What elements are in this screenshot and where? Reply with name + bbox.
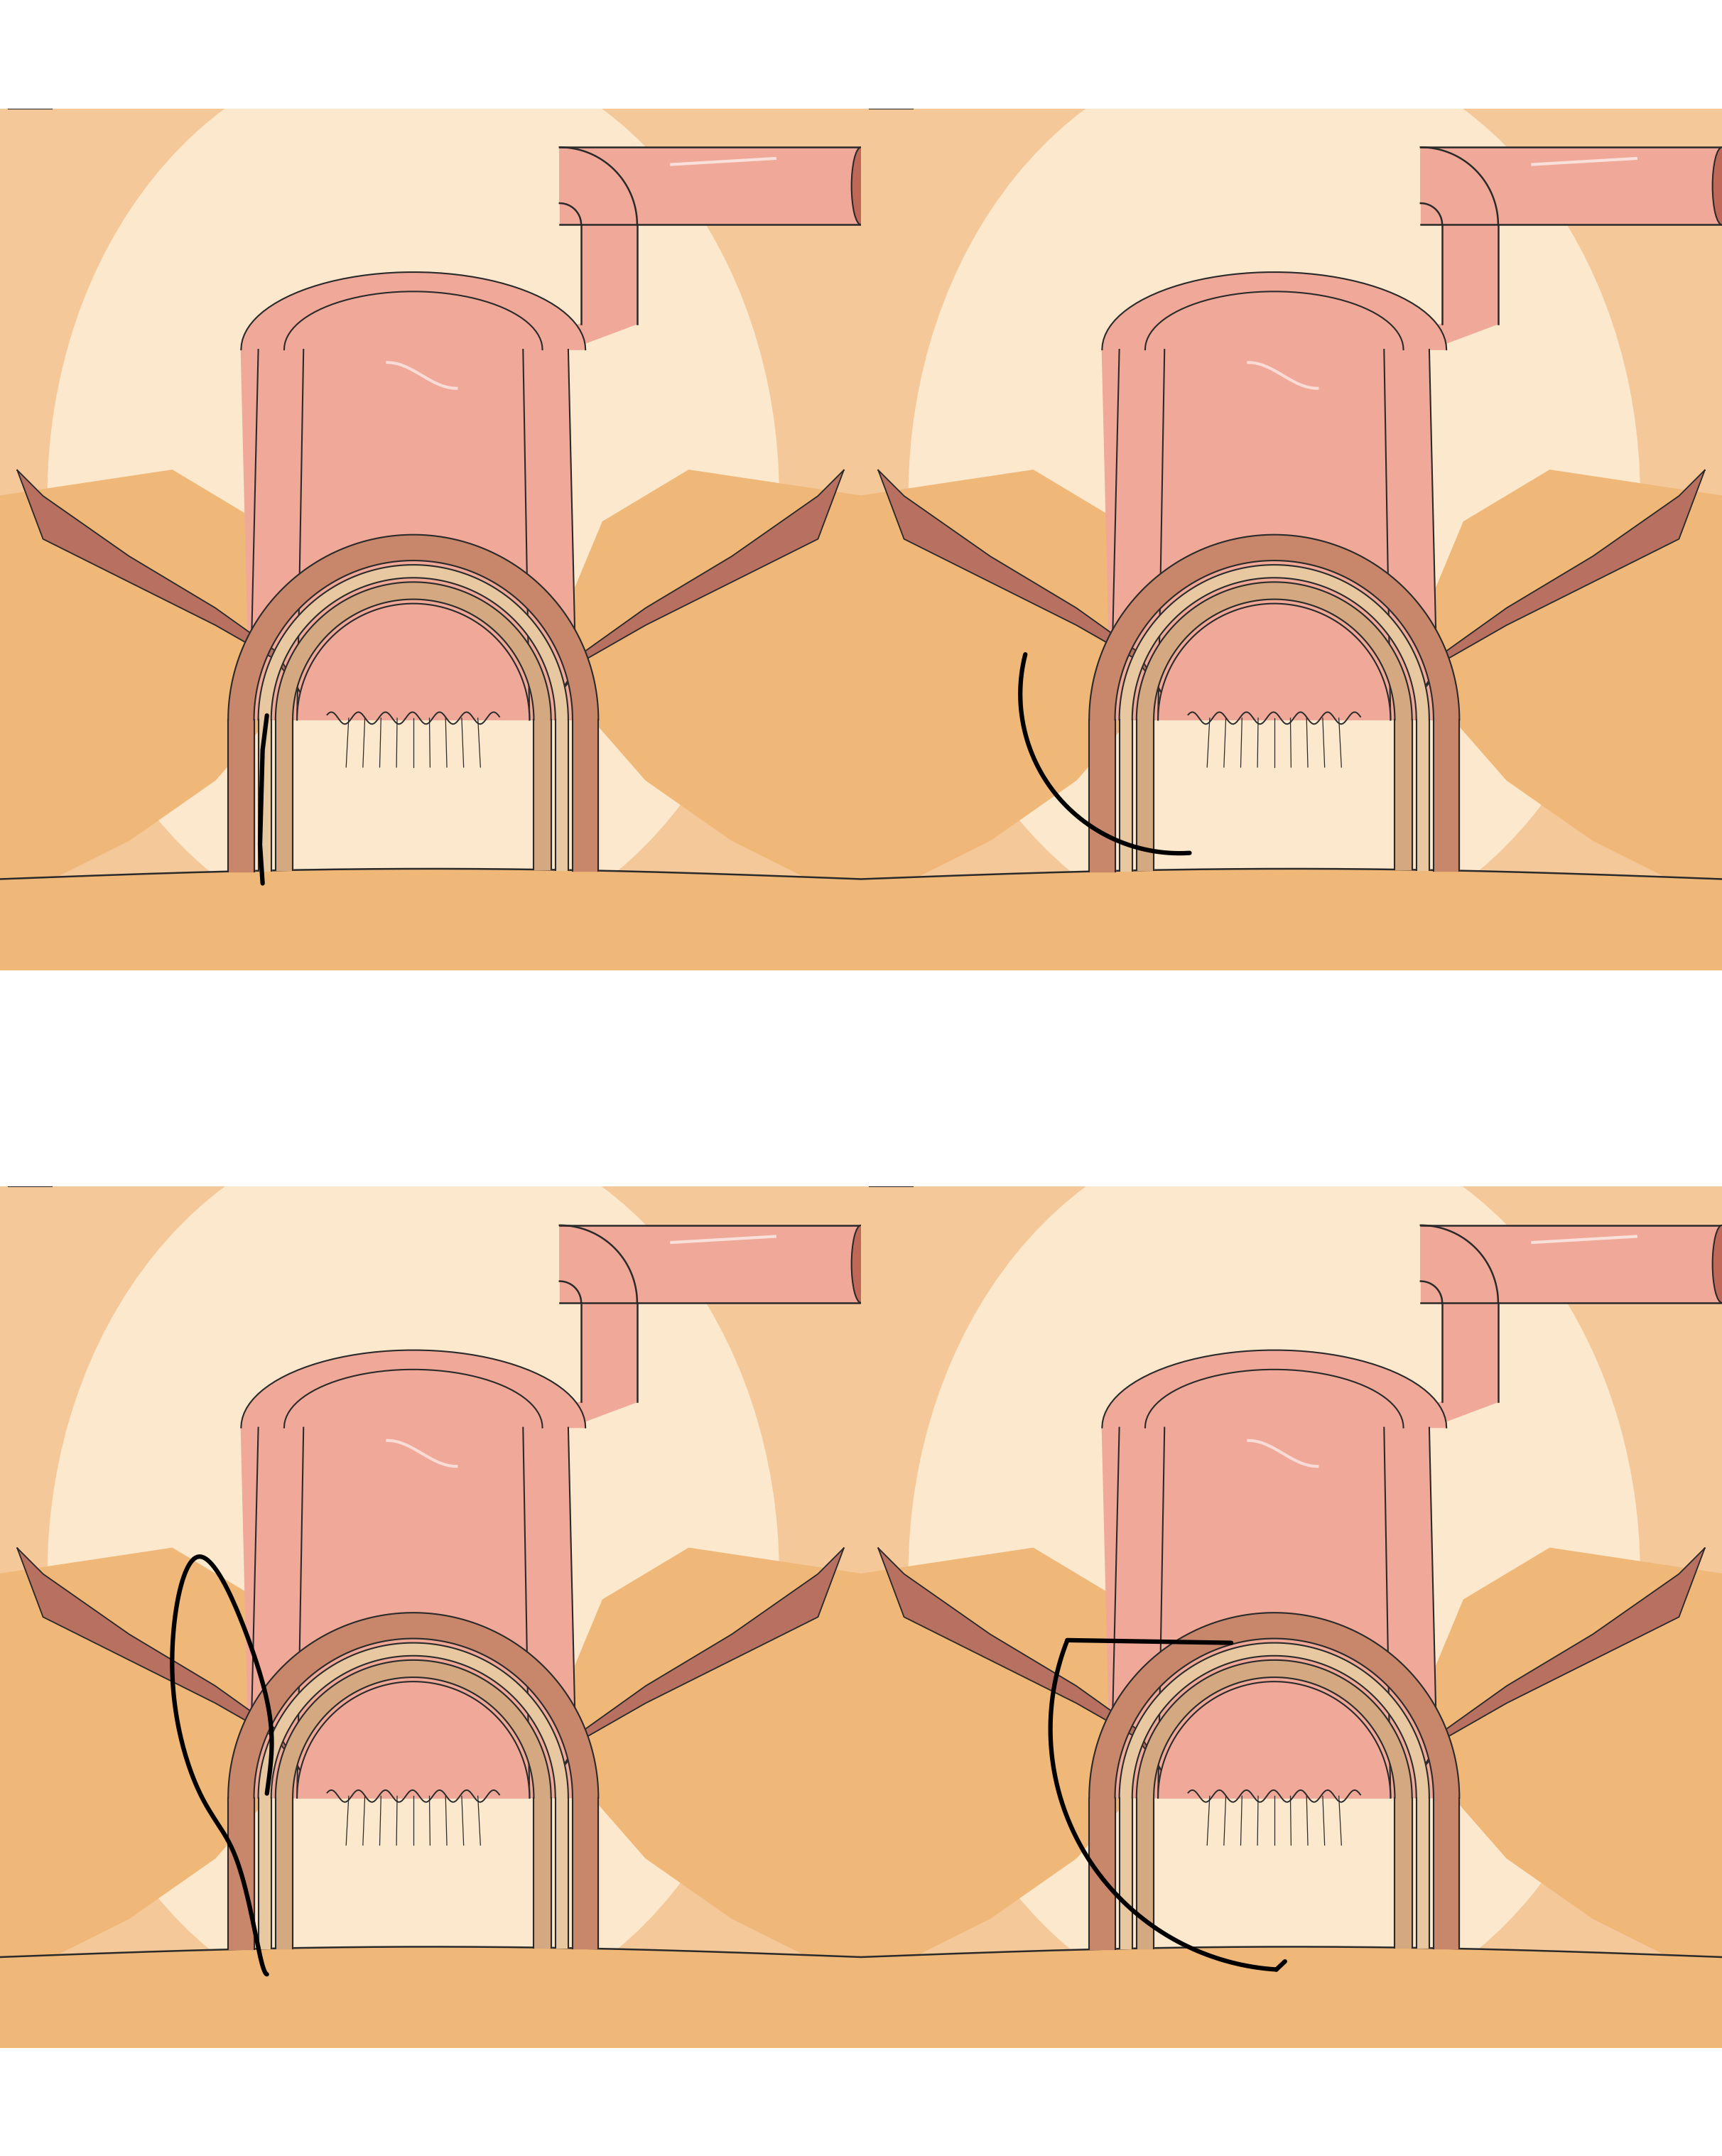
Polygon shape — [1395, 720, 1412, 869]
Polygon shape — [560, 147, 861, 224]
Polygon shape — [1090, 720, 1116, 871]
Polygon shape — [582, 224, 637, 323]
Polygon shape — [258, 720, 272, 871]
Ellipse shape — [1712, 1225, 1722, 1302]
Polygon shape — [296, 604, 530, 720]
Ellipse shape — [909, 1121, 1639, 2027]
Polygon shape — [534, 720, 551, 869]
Ellipse shape — [1712, 147, 1722, 224]
Polygon shape — [1102, 272, 1446, 720]
Ellipse shape — [46, 43, 780, 949]
Text: D: D — [1292, 1550, 1310, 1574]
Polygon shape — [1145, 291, 1403, 720]
Polygon shape — [1421, 147, 1498, 224]
Polygon shape — [284, 1369, 542, 1798]
Polygon shape — [1421, 470, 1705, 694]
Polygon shape — [554, 1798, 568, 1949]
Polygon shape — [276, 582, 551, 720]
Polygon shape — [1367, 323, 1498, 349]
Polygon shape — [861, 1548, 1162, 2048]
Polygon shape — [1137, 582, 1412, 720]
Polygon shape — [0, 1548, 301, 2048]
Ellipse shape — [851, 1225, 871, 1302]
Ellipse shape — [46, 1121, 780, 2027]
Polygon shape — [1443, 224, 1498, 323]
Polygon shape — [241, 272, 585, 720]
Polygon shape — [1090, 1798, 1116, 1949]
Polygon shape — [506, 323, 637, 349]
Polygon shape — [284, 291, 542, 720]
Polygon shape — [284, 1369, 542, 1798]
Polygon shape — [572, 1798, 599, 1949]
Polygon shape — [560, 1225, 637, 1302]
Polygon shape — [560, 470, 844, 694]
Polygon shape — [276, 1660, 551, 1798]
Polygon shape — [560, 1548, 861, 2048]
Polygon shape — [1421, 1548, 1722, 2048]
Text: C: C — [430, 1550, 448, 1574]
Polygon shape — [878, 470, 1162, 694]
Polygon shape — [296, 1682, 530, 1798]
Polygon shape — [276, 1798, 293, 1949]
Polygon shape — [1090, 535, 1460, 720]
Ellipse shape — [851, 147, 871, 224]
Polygon shape — [1119, 565, 1429, 720]
Polygon shape — [1145, 291, 1403, 720]
Polygon shape — [1119, 720, 1133, 871]
Polygon shape — [506, 1401, 637, 1427]
Polygon shape — [258, 1798, 272, 1949]
Polygon shape — [1421, 1225, 1722, 1302]
Polygon shape — [1119, 1798, 1133, 1949]
Polygon shape — [1157, 1682, 1391, 1798]
Polygon shape — [554, 720, 568, 871]
Text: A: A — [430, 472, 448, 496]
Polygon shape — [1421, 147, 1722, 224]
Polygon shape — [1367, 1401, 1498, 1427]
Polygon shape — [1137, 1660, 1412, 1798]
Polygon shape — [1421, 1225, 1498, 1302]
Polygon shape — [1433, 1798, 1460, 1949]
Polygon shape — [241, 1350, 585, 1798]
Polygon shape — [17, 470, 301, 694]
Polygon shape — [572, 720, 599, 871]
Polygon shape — [276, 720, 293, 871]
Polygon shape — [1102, 1350, 1446, 1798]
Polygon shape — [878, 1548, 1162, 1772]
Polygon shape — [1433, 720, 1460, 871]
Polygon shape — [1395, 1798, 1412, 1947]
Polygon shape — [284, 291, 542, 720]
Ellipse shape — [909, 43, 1639, 949]
Polygon shape — [258, 1643, 568, 1798]
Polygon shape — [227, 720, 255, 871]
Polygon shape — [1157, 604, 1391, 720]
Polygon shape — [560, 1225, 861, 1302]
Polygon shape — [227, 535, 599, 720]
Polygon shape — [560, 147, 637, 224]
Polygon shape — [560, 470, 861, 970]
Polygon shape — [1137, 1798, 1154, 1949]
Polygon shape — [1421, 1548, 1705, 1772]
Polygon shape — [17, 1548, 301, 1772]
Polygon shape — [1137, 720, 1154, 871]
Polygon shape — [258, 565, 568, 720]
Polygon shape — [534, 1798, 551, 1947]
Polygon shape — [227, 1613, 599, 1798]
Polygon shape — [1145, 1369, 1403, 1798]
Polygon shape — [0, 470, 301, 970]
Polygon shape — [1421, 470, 1722, 970]
Polygon shape — [582, 1302, 637, 1401]
Text: B: B — [1292, 472, 1309, 496]
Polygon shape — [1090, 1613, 1460, 1798]
Polygon shape — [861, 470, 1162, 970]
Polygon shape — [560, 1548, 844, 1772]
Polygon shape — [1119, 1643, 1429, 1798]
Polygon shape — [1145, 1369, 1403, 1798]
Polygon shape — [1443, 1302, 1498, 1401]
Polygon shape — [1415, 720, 1429, 871]
Polygon shape — [1415, 1798, 1429, 1949]
Polygon shape — [227, 1798, 255, 1949]
